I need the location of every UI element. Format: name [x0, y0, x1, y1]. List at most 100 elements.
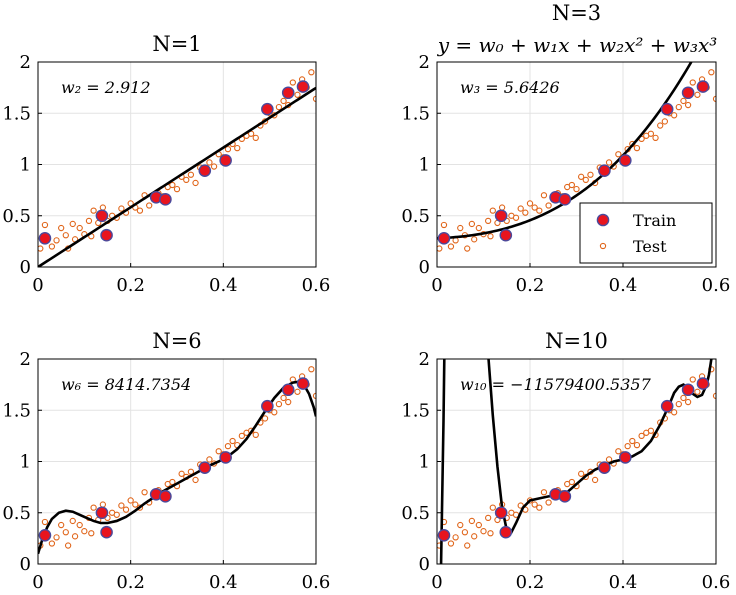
- y-tick-label: 0: [20, 554, 31, 575]
- test-point: [58, 224, 65, 232]
- y-tick-label: 2: [419, 52, 430, 73]
- test-point: [694, 91, 701, 98]
- test-point: [536, 207, 543, 214]
- x-tick-label: 0.4: [609, 275, 638, 296]
- test-point: [178, 470, 185, 477]
- test-point: [712, 95, 716, 103]
- test-point: [489, 207, 496, 214]
- subplot-n6: 0 0.2 0.4 0.6 0 0.5 1 1.5 2 N=6 w₆ = 8414.7354: [2, 329, 330, 593]
- test-point: [487, 233, 494, 240]
- test-point: [275, 103, 283, 111]
- test-point: [484, 217, 492, 225]
- test-point: [464, 542, 471, 549]
- test-point: [475, 224, 482, 232]
- test-point: [652, 134, 659, 141]
- test-point: [578, 173, 585, 180]
- train-series: [38, 377, 310, 542]
- y-tick-label: 2: [20, 52, 31, 73]
- y-tick-label: 2: [20, 349, 31, 370]
- test-point: [90, 207, 97, 214]
- test-point: [285, 398, 292, 406]
- train-point: [95, 506, 109, 520]
- x-tick-label: 0: [431, 572, 442, 593]
- train-point: [159, 193, 172, 206]
- x-tick-label: 0.6: [302, 572, 331, 593]
- legend-box: [579, 202, 713, 264]
- x-tick-label: 0.2: [516, 572, 545, 593]
- test-point: [440, 221, 448, 229]
- test-point: [657, 122, 664, 129]
- train-point: [558, 193, 572, 206]
- test-point: [568, 181, 575, 189]
- train-point: [660, 399, 674, 413]
- test-point: [517, 205, 524, 212]
- test-point: [578, 470, 585, 477]
- test-point: [252, 431, 259, 438]
- y-tick-label: 0: [419, 554, 430, 575]
- y-tick-label: 0.5: [401, 206, 430, 227]
- test-point: [127, 497, 134, 504]
- y-tick-label: 0: [20, 257, 31, 278]
- train-point: [494, 506, 508, 520]
- test-point: [69, 220, 76, 228]
- test-point: [136, 207, 144, 214]
- test-point: [671, 112, 678, 119]
- train-point: [296, 377, 310, 390]
- y-tick-label: 0.5: [2, 503, 31, 524]
- train-series: [38, 80, 310, 245]
- train-point: [558, 490, 572, 503]
- test-point: [694, 388, 701, 395]
- test-point: [280, 97, 287, 105]
- y-tick-label: 1: [419, 452, 430, 473]
- test-point: [118, 205, 125, 212]
- train-point: [261, 399, 274, 413]
- test-point: [99, 204, 107, 211]
- test-point: [271, 409, 278, 416]
- fit-curve: [38, 86, 316, 267]
- test-point: [545, 499, 552, 506]
- test-point: [536, 504, 543, 511]
- subplot-n1: 0 0.2 0.4 0.6 0 0.5 1 1.5 2 N=1 w₂ = 2.912: [2, 32, 330, 296]
- chart-title: N=10: [545, 329, 608, 353]
- test-point: [234, 144, 241, 152]
- test-point: [38, 245, 44, 252]
- test-point: [489, 504, 496, 511]
- test-point: [280, 394, 287, 402]
- train-point: [499, 525, 513, 539]
- train-point: [281, 86, 295, 100]
- subplot-n10: 0 0.2 0.4 0.6 0 0.5 1 1.5 2 N=10 w₁₀ = −11579400.5…: [401, 329, 730, 593]
- test-point: [671, 409, 678, 416]
- test-point: [447, 243, 455, 250]
- weight-annotation: w₁₀ = −11579400.5357: [460, 375, 652, 394]
- test-point: [531, 204, 538, 211]
- test-point: [689, 79, 696, 86]
- test-point: [85, 217, 93, 225]
- test-point: [64, 542, 72, 549]
- test-point: [468, 220, 476, 228]
- train-point: [437, 529, 451, 542]
- weight-annotation: w₆ = 8414.7354: [61, 375, 191, 394]
- train-point: [100, 525, 113, 539]
- test-point: [629, 437, 636, 445]
- y-tick-label: 0.5: [2, 206, 31, 227]
- test-point: [712, 392, 716, 400]
- x-tick-label: 0: [32, 275, 43, 296]
- train-point: [681, 383, 695, 397]
- test-point: [464, 245, 471, 252]
- test-point: [471, 236, 478, 243]
- test-point: [41, 518, 49, 526]
- test-point: [526, 200, 534, 207]
- train-point: [100, 228, 113, 242]
- train-point: [38, 231, 52, 245]
- y-tick-label: 1: [20, 155, 31, 176]
- chart-title: N=1: [152, 32, 201, 56]
- x-tick-label: 0.4: [209, 572, 238, 593]
- test-point: [591, 476, 599, 484]
- train-point: [499, 228, 513, 242]
- test-point: [540, 192, 548, 199]
- x-tick-label: 0: [32, 572, 43, 593]
- test-point: [447, 540, 455, 547]
- test-point: [229, 437, 236, 445]
- train-point: [219, 154, 232, 167]
